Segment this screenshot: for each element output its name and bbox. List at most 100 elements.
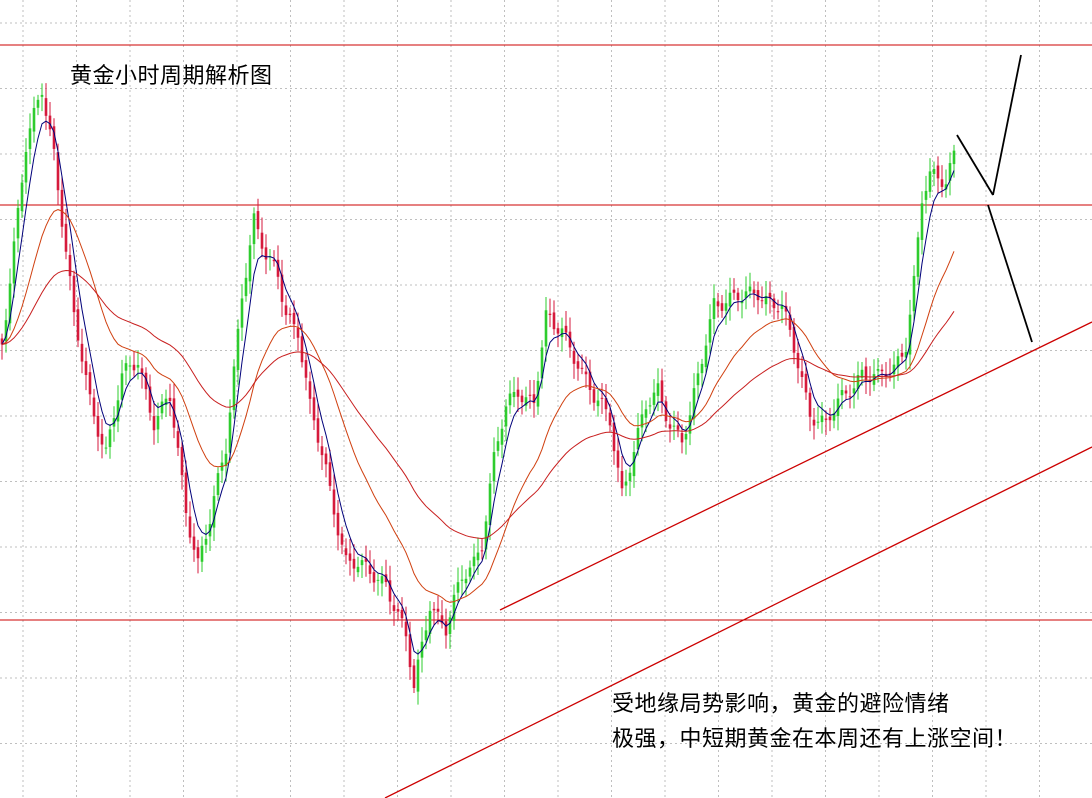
bullish-candle (860, 369, 864, 378)
bearish-candle (332, 489, 336, 515)
bearish-candle (296, 327, 300, 338)
bearish-candle (752, 289, 756, 294)
bearish-candle (300, 336, 304, 363)
bullish-candle (672, 425, 676, 427)
bearish-candle (776, 311, 780, 313)
bearish-candle (396, 609, 400, 612)
bearish-candle (768, 292, 772, 299)
bearish-candle (528, 394, 532, 396)
bullish-candle (240, 298, 244, 328)
bearish-candle (140, 368, 144, 374)
bullish-candle (216, 473, 220, 496)
bearish-candle (260, 232, 264, 249)
bearish-candle (616, 450, 620, 468)
bullish-candle (908, 314, 912, 355)
bearish-candle (92, 397, 96, 417)
bullish-candle (644, 409, 648, 418)
bearish-candle (756, 290, 760, 301)
bullish-candle (204, 538, 208, 545)
bullish-candle (524, 397, 528, 406)
bearish-candle (132, 364, 136, 371)
bearish-candle (800, 371, 804, 378)
bullish-candle (700, 363, 704, 374)
bearish-candle (392, 605, 396, 611)
bearish-candle (180, 446, 184, 476)
bullish-candle (20, 182, 24, 212)
bullish-candle (596, 400, 600, 407)
bearish-candle (584, 371, 588, 375)
bullish-candle (764, 295, 768, 305)
bullish-candle (712, 298, 716, 320)
bearish-candle (364, 558, 368, 562)
bearish-candle (196, 547, 200, 559)
bullish-candle (920, 203, 924, 240)
bullish-candle (840, 389, 844, 396)
bearish-candle (516, 389, 520, 397)
bullish-candle (928, 171, 932, 192)
bearish-candle (292, 312, 296, 325)
bearish-candle (288, 313, 292, 316)
bullish-candle (248, 245, 252, 282)
bearish-candle (316, 418, 320, 443)
bearish-candle (808, 392, 812, 417)
bullish-candle (504, 406, 508, 427)
bullish-candle (224, 453, 228, 467)
bullish-candle (452, 594, 456, 621)
bearish-candle (352, 558, 356, 569)
bearish-candle (400, 609, 404, 619)
bearish-candle (940, 179, 944, 187)
bearish-candle (192, 536, 196, 550)
bearish-candle (60, 189, 64, 227)
bearish-candle (264, 247, 268, 260)
bullish-candle (632, 452, 636, 477)
bearish-candle (340, 533, 344, 545)
bearish-candle (64, 223, 68, 252)
bullish-candle (456, 582, 460, 593)
projection-line-down-2 (987, 204, 1033, 343)
bullish-candle (708, 319, 712, 343)
bullish-candle (640, 414, 644, 428)
bearish-candle (184, 472, 188, 514)
bearish-candle (404, 621, 408, 637)
bearish-candle (96, 415, 100, 437)
bullish-candle (508, 393, 512, 406)
bearish-candle (176, 431, 180, 448)
bullish-candle (856, 375, 860, 389)
moving-average-slow (1, 269, 955, 540)
bearish-candle (148, 386, 152, 413)
rising-support-trendline (499, 321, 1092, 611)
bullish-candle (212, 496, 216, 528)
bullish-candle (484, 521, 488, 550)
bullish-candle (120, 373, 124, 400)
projection-line-down-1 (956, 134, 994, 196)
bearish-candle (580, 367, 584, 369)
bullish-candle (692, 388, 696, 419)
bearish-candle (320, 446, 324, 456)
bullish-candle (924, 190, 928, 200)
bullish-candle (624, 481, 628, 486)
bearish-candle (576, 361, 580, 369)
bearish-candle (680, 433, 684, 443)
bullish-candle (28, 128, 32, 149)
bullish-candle (892, 364, 896, 375)
bearish-candle (824, 418, 828, 420)
bearish-candle (668, 424, 672, 429)
bearish-candle (812, 419, 816, 426)
bearish-candle (520, 395, 524, 403)
bearish-candle (336, 512, 340, 536)
bearish-candle (936, 165, 940, 179)
bullish-candle (560, 328, 564, 338)
annotation-text: 受地缘局势影响，黄金的避险情绪 极强，中短期黄金在本周还有上涨空间！ (612, 687, 1017, 757)
bearish-candle (308, 381, 312, 399)
bearish-candle (564, 325, 568, 333)
bullish-candle (252, 213, 256, 245)
bearish-candle (548, 313, 552, 315)
bearish-candle (592, 389, 596, 403)
bearish-candle (716, 301, 720, 307)
bearish-candle (276, 259, 280, 277)
bearish-candle (144, 372, 148, 390)
bearish-candle (88, 372, 92, 395)
bullish-candle (944, 184, 948, 190)
